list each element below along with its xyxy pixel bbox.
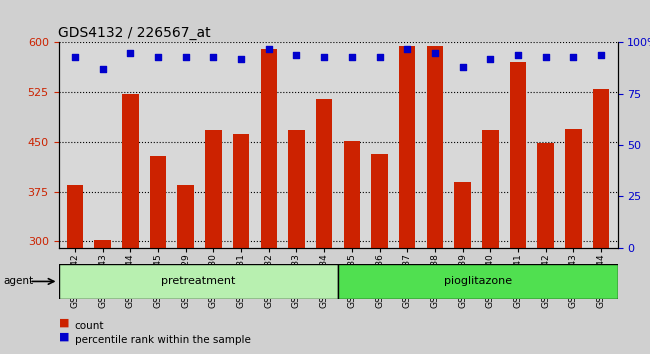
Bar (150, 156, 166, 248)
Bar (426, 46, 443, 248)
FancyBboxPatch shape (58, 264, 338, 299)
Bar (94, 240, 111, 248)
Point (374, 54, 385, 60)
Point (458, 64, 468, 70)
Point (485, 56, 495, 62)
Point (402, 46, 412, 51)
Point (346, 54, 357, 60)
Bar (122, 42, 138, 248)
Bar (261, 49, 277, 248)
Bar (316, 42, 332, 248)
Bar (426, 42, 443, 248)
Bar (205, 130, 222, 248)
Point (98, 66, 108, 72)
Point (568, 54, 578, 60)
Bar (261, 42, 277, 248)
Point (319, 54, 330, 60)
Bar (482, 130, 499, 248)
Bar (593, 42, 609, 248)
Bar (565, 42, 582, 248)
Bar (538, 143, 554, 248)
Bar (454, 182, 471, 248)
Bar (454, 42, 471, 248)
Bar (371, 42, 388, 248)
Point (264, 46, 274, 51)
Point (153, 54, 163, 60)
Point (291, 52, 302, 58)
Bar (344, 141, 360, 248)
Bar (288, 42, 305, 248)
Bar (316, 99, 332, 248)
Bar (371, 154, 388, 248)
Bar (94, 42, 111, 248)
Bar (122, 94, 138, 248)
Bar (399, 42, 415, 248)
Bar (593, 89, 609, 248)
Text: percentile rank within the sample: percentile rank within the sample (75, 335, 251, 345)
Point (70, 54, 81, 60)
Bar (538, 42, 554, 248)
Bar (482, 42, 499, 248)
Bar (150, 42, 166, 248)
Text: ■: ■ (58, 318, 69, 328)
Text: ■: ■ (58, 332, 69, 342)
Point (208, 54, 218, 60)
Text: pioglitazone: pioglitazone (444, 276, 512, 286)
Bar (510, 62, 526, 248)
Bar (344, 42, 360, 248)
Point (236, 56, 246, 62)
Bar (205, 42, 222, 248)
Bar (399, 46, 415, 248)
Text: GDS4132 / 226567_at: GDS4132 / 226567_at (58, 26, 211, 40)
Point (430, 50, 440, 56)
Point (540, 54, 551, 60)
Point (125, 50, 136, 56)
Text: agent: agent (3, 276, 33, 286)
Point (513, 52, 523, 58)
Point (595, 52, 606, 58)
Bar (233, 42, 250, 248)
Bar (288, 130, 305, 248)
Text: pretreatment: pretreatment (161, 276, 235, 286)
FancyBboxPatch shape (338, 264, 618, 299)
Bar (177, 42, 194, 248)
Bar (177, 185, 194, 248)
Bar (67, 42, 83, 248)
Bar (233, 134, 250, 248)
Point (181, 54, 191, 60)
Bar (510, 42, 526, 248)
Bar (565, 129, 582, 248)
Bar (67, 185, 83, 248)
Text: count: count (75, 321, 104, 331)
